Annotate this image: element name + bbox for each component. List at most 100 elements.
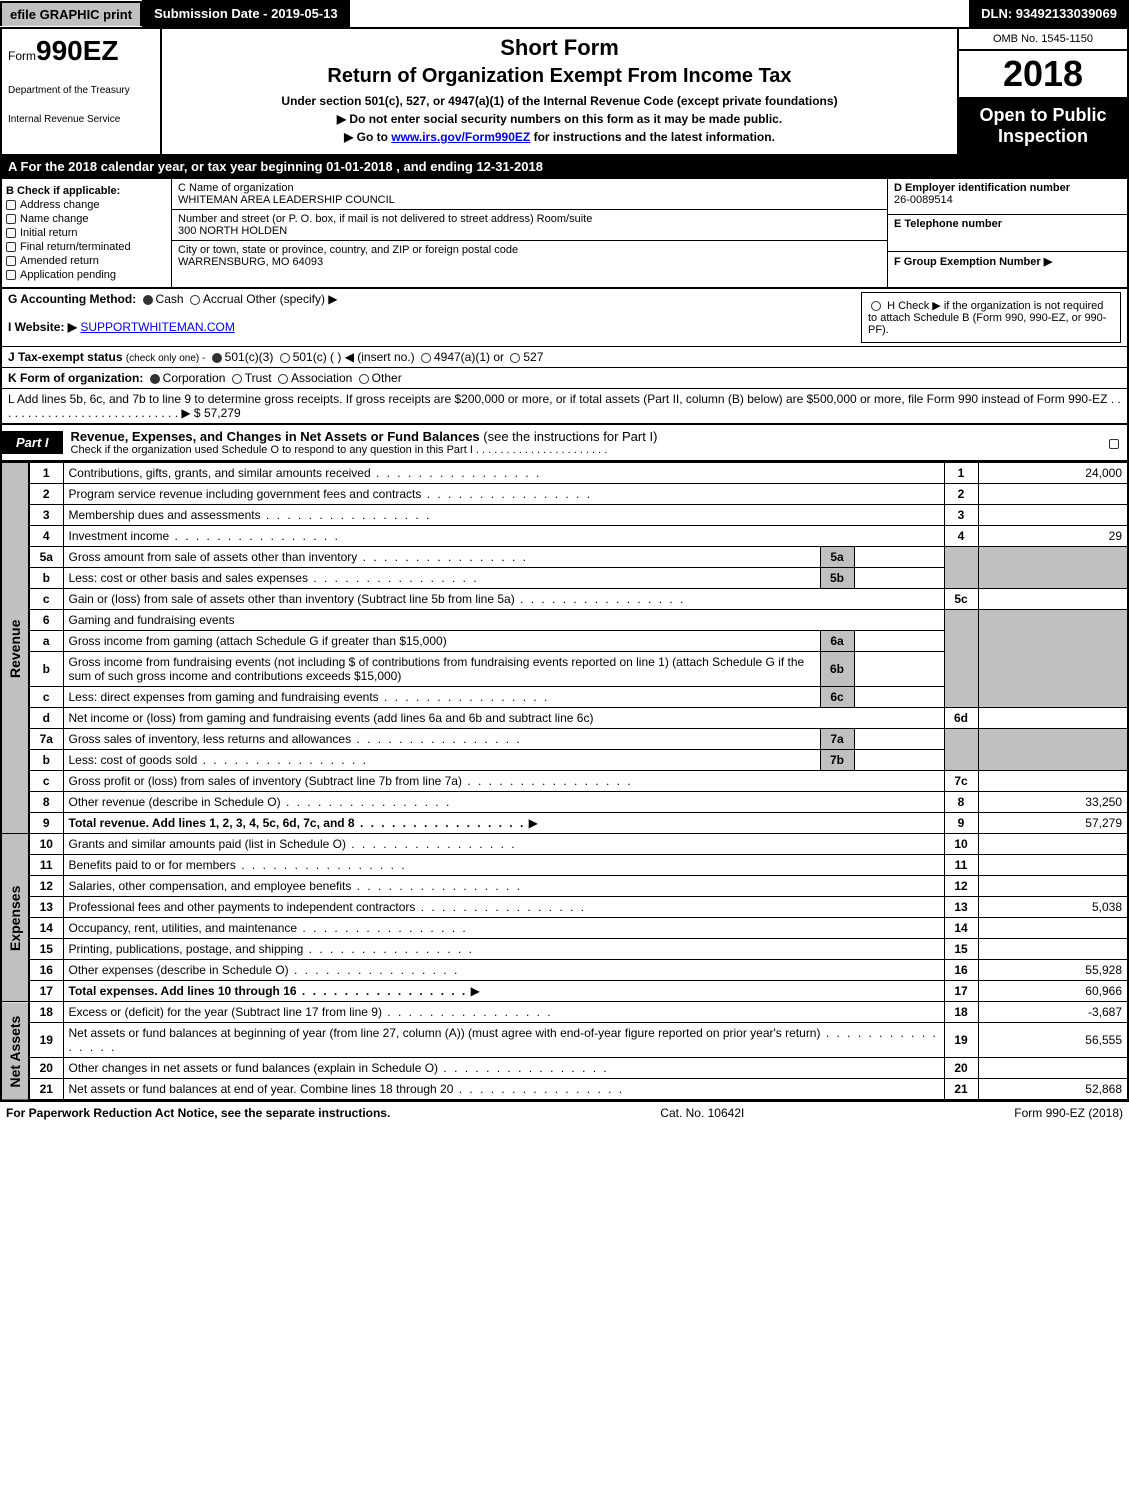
- line-k: K Form of organization: Corporation Trus…: [2, 368, 1127, 389]
- footer-right: Form 990-EZ (2018): [1014, 1106, 1123, 1120]
- table-row: 11 Benefits paid to or for members 11: [1, 855, 1128, 876]
- table-row: 15 Printing, publications, postage, and …: [1, 939, 1128, 960]
- radio-accrual[interactable]: [190, 295, 200, 305]
- checkbox-icon: [6, 242, 16, 252]
- line-desc: Net assets or fund balances at end of ye…: [63, 1079, 944, 1101]
- line-num: 10: [29, 834, 63, 855]
- line-desc: Other changes in net assets or fund bala…: [63, 1058, 944, 1079]
- desc-text: Occupancy, rent, utilities, and maintena…: [69, 921, 468, 935]
- j-501c3: 501(c)(3): [225, 350, 274, 364]
- line-num: b: [29, 568, 63, 589]
- form-number: Form990EZ: [8, 35, 154, 67]
- radio-assoc[interactable]: [278, 374, 288, 384]
- header-left: Form990EZ Department of the Treasury Int…: [2, 29, 162, 154]
- radio-cash[interactable]: [143, 295, 153, 305]
- line-desc: Total expenses. Add lines 10 through 16 …: [63, 981, 944, 1002]
- radio-527[interactable]: [510, 353, 520, 363]
- efile-print[interactable]: efile GRAPHIC print: [0, 1, 142, 26]
- part1-check-line: Check if the organization used Schedule …: [71, 444, 1097, 456]
- line-val: [978, 505, 1128, 526]
- radio-501c3[interactable]: [212, 353, 222, 363]
- line-desc: Gain or (loss) from sale of assets other…: [63, 589, 944, 610]
- part1-header: Part I Revenue, Expenses, and Changes in…: [0, 425, 1129, 462]
- j-note: (check only one) -: [126, 353, 205, 364]
- radio-other[interactable]: [359, 374, 369, 384]
- desc-text: Less: direct expenses from gaming and fu…: [69, 690, 550, 704]
- website-link[interactable]: SUPPORTWHITEMAN.COM: [80, 320, 234, 334]
- side-expenses: Expenses: [1, 834, 29, 1002]
- irs-link[interactable]: www.irs.gov/Form990EZ: [391, 130, 530, 144]
- line-val: [978, 939, 1128, 960]
- table-row: 4 Investment income 4 29: [1, 526, 1128, 547]
- chk-amended-return[interactable]: Amended return: [6, 255, 167, 267]
- table-row: 20 Other changes in net assets or fund b…: [1, 1058, 1128, 1079]
- line-ref: 8: [944, 792, 978, 813]
- line-desc: Occupancy, rent, utilities, and maintena…: [63, 918, 944, 939]
- street-label: Number and street (or P. O. box, if mail…: [178, 213, 881, 225]
- header-right: OMB No. 1545-1150 2018 Open to Public In…: [957, 29, 1127, 154]
- table-row: 13 Professional fees and other payments …: [1, 897, 1128, 918]
- desc-text: Membership dues and assessments: [69, 508, 432, 522]
- radio-trust[interactable]: [232, 374, 242, 384]
- line-desc: Professional fees and other payments to …: [63, 897, 944, 918]
- radio-501c[interactable]: [280, 353, 290, 363]
- line-desc: Gross profit or (loss) from sales of inv…: [63, 771, 944, 792]
- cell-group-exemption: F Group Exemption Number ▶: [888, 252, 1127, 287]
- radio-corp[interactable]: [150, 374, 160, 384]
- g-label: G Accounting Method:: [8, 292, 136, 306]
- table-row: 5a Gross amount from sale of assets othe…: [1, 547, 1128, 568]
- line-val: [978, 918, 1128, 939]
- line-desc: Total revenue. Add lines 1, 2, 3, 4, 5c,…: [63, 813, 944, 834]
- chk-name-change[interactable]: Name change: [6, 213, 167, 225]
- g-other: Other (specify) ▶: [246, 292, 337, 306]
- chk-label-3: Final return/terminated: [20, 241, 131, 253]
- form-990ez: 990EZ: [36, 35, 119, 66]
- line-num: 1: [29, 463, 63, 484]
- desc-text: Net assets or fund balances at end of ye…: [69, 1082, 625, 1096]
- line-val: [978, 484, 1128, 505]
- chk-address-change[interactable]: Address change: [6, 199, 167, 211]
- line-num: a: [29, 631, 63, 652]
- dln: DLN: 93492133039069: [969, 0, 1129, 27]
- line-val: [978, 1058, 1128, 1079]
- line-num: 8: [29, 792, 63, 813]
- goto-prefix: ▶ Go to: [344, 130, 391, 144]
- col-d: D Employer identification number 26-0089…: [887, 179, 1127, 287]
- sub-val: [854, 687, 944, 708]
- chk-final-return[interactable]: Final return/terminated: [6, 241, 167, 253]
- table-row: 21 Net assets or fund balances at end of…: [1, 1079, 1128, 1101]
- line-ref: 10: [944, 834, 978, 855]
- side-netassets: Net Assets: [1, 1002, 29, 1101]
- line-num: 12: [29, 876, 63, 897]
- line-desc: Less: cost of goods sold: [63, 750, 820, 771]
- desc-text: Other expenses (describe in Schedule O): [69, 963, 460, 977]
- dept-treasury: Department of the Treasury: [8, 85, 154, 96]
- part1-checkbox[interactable]: [1109, 439, 1119, 449]
- line-desc: Gross income from fundraising events (no…: [63, 652, 820, 687]
- tax-year-begin: 01-01-2018: [326, 159, 393, 174]
- k-trust: Trust: [245, 371, 272, 385]
- line-val: [978, 708, 1128, 729]
- radio-icon[interactable]: [871, 301, 881, 311]
- line-desc: Membership dues and assessments: [63, 505, 944, 526]
- table-row: 9 Total revenue. Add lines 1, 2, 3, 4, 5…: [1, 813, 1128, 834]
- line-desc: Less: direct expenses from gaming and fu…: [63, 687, 820, 708]
- radio-4947[interactable]: [421, 353, 431, 363]
- line-val: [978, 855, 1128, 876]
- chk-initial-return[interactable]: Initial return: [6, 227, 167, 239]
- checkbox-icon: [6, 270, 16, 280]
- grey-cell: [978, 547, 1128, 589]
- submission-date: Submission Date - 2019-05-13: [142, 0, 350, 27]
- line-desc: Gross amount from sale of assets other t…: [63, 547, 820, 568]
- line-desc: Investment income: [63, 526, 944, 547]
- desc-text: Professional fees and other payments to …: [69, 900, 587, 914]
- c-label: C Name of organization: [178, 182, 881, 194]
- grey-cell: [944, 729, 978, 771]
- line-num: 20: [29, 1058, 63, 1079]
- line-num: b: [29, 652, 63, 687]
- desc-text: Contributions, gifts, grants, and simila…: [69, 466, 542, 480]
- chk-application-pending[interactable]: Application pending: [6, 269, 167, 281]
- line-num: 5a: [29, 547, 63, 568]
- table-row: 17 Total expenses. Add lines 10 through …: [1, 981, 1128, 1002]
- j-501c: 501(c) ( ) ◀ (insert no.): [293, 350, 415, 364]
